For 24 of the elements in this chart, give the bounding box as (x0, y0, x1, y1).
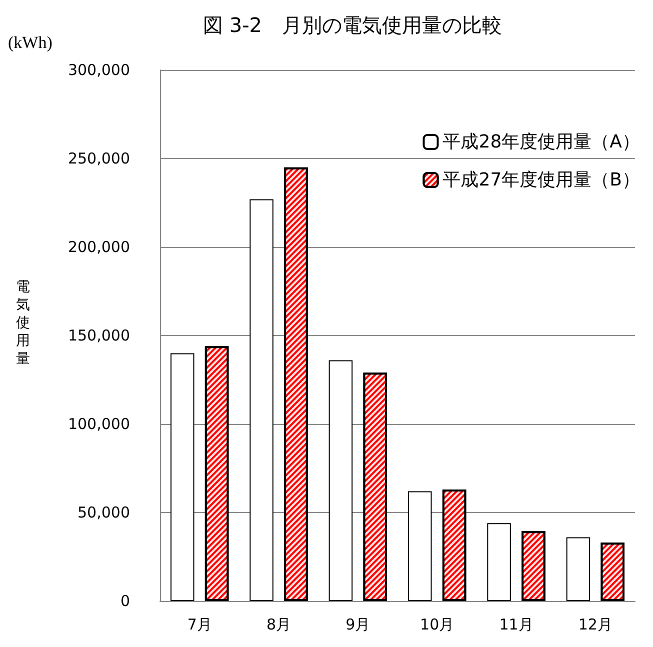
x-tick-label: 8月 (266, 616, 292, 634)
bar (566, 537, 590, 601)
chart-title: 図 3-2 月別の電気使用量の比較 (203, 13, 502, 37)
bar (408, 491, 432, 601)
x-tick-label: 10月 (420, 616, 454, 634)
bar (487, 523, 511, 601)
y-axis-title: 電気使用量 (16, 279, 30, 367)
y-tick-label: 300,000 (68, 61, 130, 79)
legend-label: 平成28年度使用量（A） (442, 132, 640, 152)
y-tick-label: 150,000 (68, 326, 130, 344)
y-tick-label: 100,000 (68, 415, 130, 433)
y-tick-label: 200,000 (68, 238, 130, 256)
text: (kWh) (8, 33, 52, 52)
x-tick-label: 12月 (578, 616, 612, 634)
bar (328, 360, 353, 601)
y-tick-label: 0 (120, 592, 130, 610)
bar (250, 199, 274, 601)
bar (170, 353, 194, 601)
y-tick-label: 50,000 (78, 504, 130, 522)
y-tick-label: 250,000 (68, 150, 130, 168)
x-tick-label: 7月 (187, 616, 212, 634)
x-tick-label: 9月 (346, 616, 370, 634)
x-tick-label: 11月 (499, 616, 534, 634)
legend-label: 平成27年度使用量（B） (442, 170, 640, 190)
